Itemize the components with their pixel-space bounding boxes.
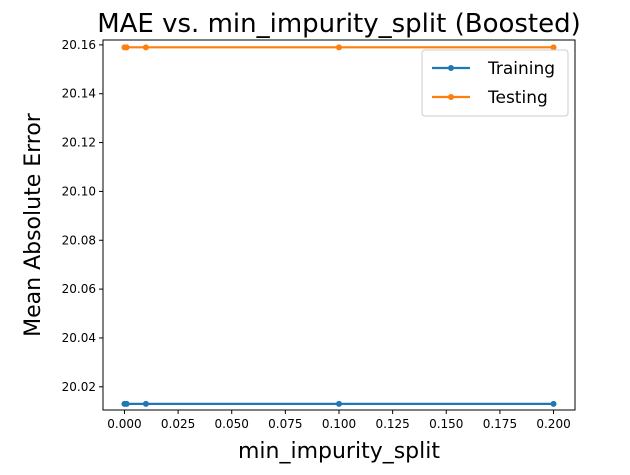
y-tick-label: 20.06 xyxy=(62,282,96,296)
x-tick-label: 0.025 xyxy=(161,417,195,431)
y-tick-label: 20.14 xyxy=(62,87,96,101)
y-tick-label: 20.12 xyxy=(62,136,96,150)
x-tick-label: 0.200 xyxy=(536,417,570,431)
legend-box xyxy=(421,49,569,117)
x-tick-label: 0.175 xyxy=(483,417,517,431)
data-point-training xyxy=(123,400,130,407)
data-point-testing xyxy=(336,44,342,51)
y-axis: 20.02 20.04 20.06 20.08 20.10 20.12 20.14 20.16 xyxy=(62,38,103,394)
data-point-testing xyxy=(550,44,557,51)
data-point-training xyxy=(142,400,149,407)
x-tick-label: 0.150 xyxy=(429,417,463,431)
y-axis-label: Mean Absolute Error xyxy=(21,112,46,337)
chart-title: MAE vs. min_impurity_split (Boosted) xyxy=(97,9,581,39)
y-tick-label: 20.16 xyxy=(62,38,96,52)
data-point-testing xyxy=(123,44,130,51)
x-tick-label: 0.000 xyxy=(107,417,141,431)
x-tick-label: 0.050 xyxy=(215,417,249,431)
plot-area xyxy=(102,39,576,411)
data-point-training xyxy=(336,400,342,407)
data-point-training xyxy=(550,400,557,407)
legend-label-training: Training xyxy=(487,59,555,79)
y-tick-label: 20.08 xyxy=(62,233,96,247)
legend-marker-training xyxy=(448,65,454,71)
data-point-testing xyxy=(142,44,149,51)
legend-marker-testing xyxy=(448,94,454,100)
x-tick-label: 0.100 xyxy=(322,417,356,431)
y-tick-label: 20.04 xyxy=(62,331,96,345)
x-axis: 0.000 0.025 0.050 0.075 0.100 0.125 0.150 0.175… xyxy=(107,410,571,431)
legend-label-testing: Testing xyxy=(487,88,548,108)
y-tick-label: 20.02 xyxy=(62,380,96,394)
x-axis-label: min_impurity_split xyxy=(238,439,440,464)
legend: Training Testing xyxy=(421,49,569,117)
x-tick-label: 0.125 xyxy=(375,417,409,431)
y-tick-label: 20.10 xyxy=(62,184,96,198)
x-tick-label: 0.075 xyxy=(268,417,302,431)
